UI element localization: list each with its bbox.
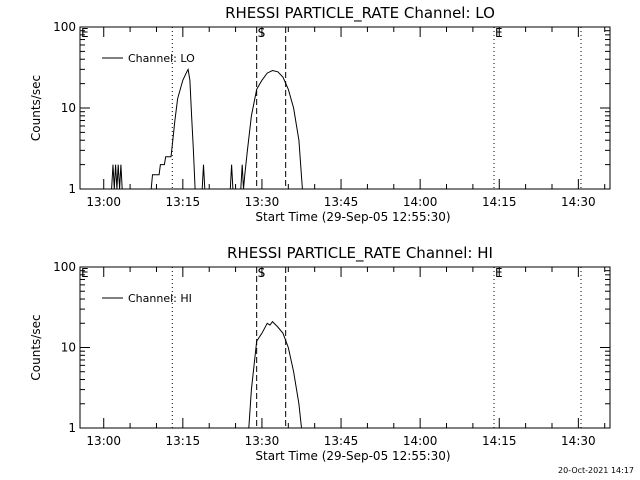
y-axis-label: Counts/sec: [29, 314, 43, 380]
x-tick-label: 14:15: [482, 434, 517, 448]
series-line: [111, 67, 303, 190]
chart-panel-1: RHESSI PARTICLE_RATE Channel: LO 1 10 100 Co…: [29, 4, 611, 224]
x-tick-label: 13:00: [86, 195, 121, 209]
x-tick-label: 13:45: [324, 195, 359, 209]
legend-label: Channel: LO: [128, 52, 195, 65]
y-tick-label: 1: [68, 421, 76, 435]
x-tick-label: 14:30: [561, 434, 596, 448]
event-marker-label: E: [81, 266, 89, 280]
event-marker-label: S: [258, 266, 266, 280]
chart-title: RHESSI PARTICLE_RATE Channel: LO: [225, 4, 495, 23]
x-tick-label: 13:30: [245, 434, 280, 448]
event-marker-label: E: [495, 26, 503, 40]
y-axis-label: Counts/sec: [29, 75, 43, 141]
x-axis-label: Start Time (29-Sep-05 12:55:30): [255, 210, 450, 224]
event-marker-label: S: [258, 26, 266, 40]
chart-panel-2: RHESSI PARTICLE_RATE Channel: HI 1 10 100 Co…: [29, 244, 611, 463]
x-tick-label: 13:30: [245, 195, 280, 209]
x-tick-label: 13:45: [324, 434, 359, 448]
x-axis-label: Start Time (29-Sep-05 12:55:30): [255, 449, 450, 463]
chart-title: RHESSI PARTICLE_RATE Channel: HI: [227, 244, 493, 263]
y-tick-label: 100: [53, 260, 76, 274]
footer-timestamp: 20-Oct-2021 14:17: [558, 466, 634, 475]
x-tick-label: 13:15: [166, 434, 201, 448]
legend-label: Channel: HI: [128, 292, 192, 305]
x-tick-label: 14:30: [561, 195, 596, 209]
event-marker-label: E: [495, 266, 503, 280]
y-tick-label: 1: [68, 182, 76, 196]
y-tick-label: 10: [61, 341, 76, 355]
series-line: [248, 320, 302, 429]
x-tick-label: 13:00: [86, 434, 121, 448]
x-tick-label: 14:00: [403, 434, 438, 448]
y-tick-label: 100: [53, 20, 76, 34]
x-tick-label: 14:15: [482, 195, 517, 209]
x-tick-label: 14:00: [403, 195, 438, 209]
event-marker-label: E: [81, 26, 89, 40]
y-tick-label: 10: [61, 101, 76, 115]
x-tick-label: 13:15: [166, 195, 201, 209]
